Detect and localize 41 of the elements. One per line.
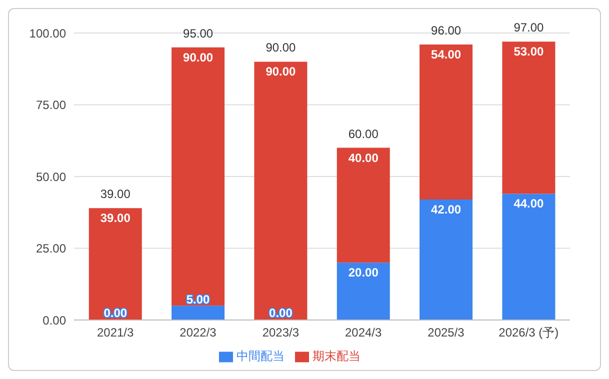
data-label: 53.00 — [514, 44, 544, 59]
x-tick-label: 2026/3 (予) — [498, 326, 559, 340]
data-label: 44.00 — [514, 196, 544, 211]
data-label: 0.00 — [104, 306, 128, 320]
x-tick-label: 2022/3 — [180, 326, 217, 340]
data-label: 42.00 — [431, 202, 462, 216]
total-label: 95.00 — [183, 26, 214, 40]
y-tick-label: 50.00 — [36, 170, 66, 184]
x-tick-label: 2025/3 — [428, 326, 465, 340]
legend-label: 期末配当 — [312, 349, 360, 363]
data-label: 0.00 — [269, 306, 293, 320]
bar — [420, 199, 473, 320]
y-tick-label: 25.00 — [36, 242, 66, 256]
x-tick-label: 2024/3 — [344, 326, 382, 340]
total-label: 60.00 — [348, 126, 379, 141]
legend-label: 中間配当 — [236, 349, 284, 363]
y-tick-label: 75.00 — [36, 98, 66, 112]
x-tick-label: 2021/3 — [96, 326, 134, 340]
x-tick-label: 2023/3 — [262, 326, 300, 340]
bar — [336, 148, 390, 263]
total-label: 96.00 — [431, 23, 462, 38]
data-label: 90.00 — [183, 50, 214, 64]
bar — [502, 194, 556, 320]
total-label: 39.00 — [100, 187, 131, 202]
data-label: 20.00 — [348, 266, 379, 280]
bar — [172, 47, 225, 306]
data-label: 5.00 — [186, 292, 210, 307]
y-tick-label: 100.00 — [29, 26, 66, 40]
data-label: 39.00 — [100, 211, 131, 226]
data-label: 54.00 — [431, 47, 462, 62]
data-label: 90.00 — [266, 64, 296, 79]
bar — [254, 62, 308, 320]
bar — [420, 44, 473, 200]
bar — [502, 42, 556, 194]
total-label: 97.00 — [514, 20, 544, 35]
bar — [88, 208, 142, 320]
y-tick-label: 0.00 — [42, 313, 66, 328]
bar — [172, 306, 225, 320]
data-label: 40.00 — [348, 150, 379, 165]
total-label: 90.00 — [266, 40, 296, 55]
bar — [336, 262, 390, 320]
